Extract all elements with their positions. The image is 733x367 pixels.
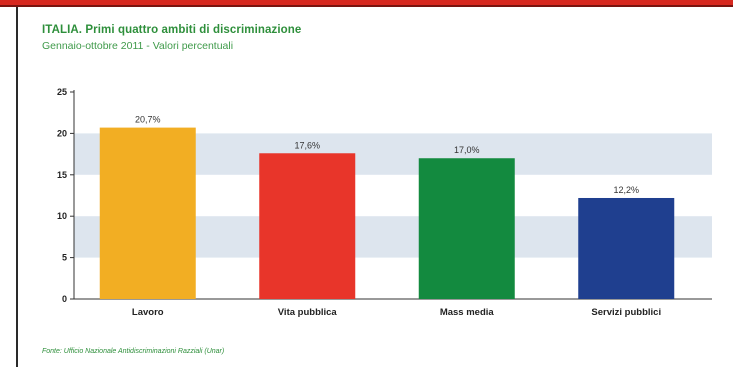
source-note: Fonte: Ufficio Nazionale Antidiscriminaz… [42, 348, 225, 355]
chart-title: ITALIA. Primi quattro ambiti di discrimi… [42, 24, 302, 36]
bar-lavoro [99, 127, 196, 299]
y-tick-label: 5 [62, 253, 67, 263]
bar-servizi-pubblici [578, 197, 675, 299]
y-tick-label: 0 [62, 294, 67, 304]
top-accent-stripe [0, 0, 733, 5]
left-border-rule [16, 7, 18, 367]
bar-mass-media [418, 158, 515, 299]
data-label: 17,6% [294, 140, 320, 150]
y-tick-label: 25 [57, 87, 67, 97]
top-accent-stripe-shadow [0, 5, 733, 7]
y-tick-label: 15 [57, 170, 67, 180]
chart-subtitle: Gennaio-ottobre 2011 - Valori percentual… [42, 40, 234, 52]
x-tick-label: Servizi pubblici [591, 307, 661, 318]
x-tick-label: Mass media [440, 307, 495, 318]
data-label: 20,7% [135, 115, 161, 125]
x-tick-label: Vita pubblica [278, 307, 338, 318]
data-label: 17,0% [454, 145, 480, 155]
y-tick-label: 20 [57, 128, 67, 138]
y-tick-label: 10 [57, 211, 67, 221]
data-label: 12,2% [613, 185, 639, 195]
bar-vita-pubblica [259, 153, 356, 299]
x-tick-label: Lavoro [132, 307, 164, 318]
